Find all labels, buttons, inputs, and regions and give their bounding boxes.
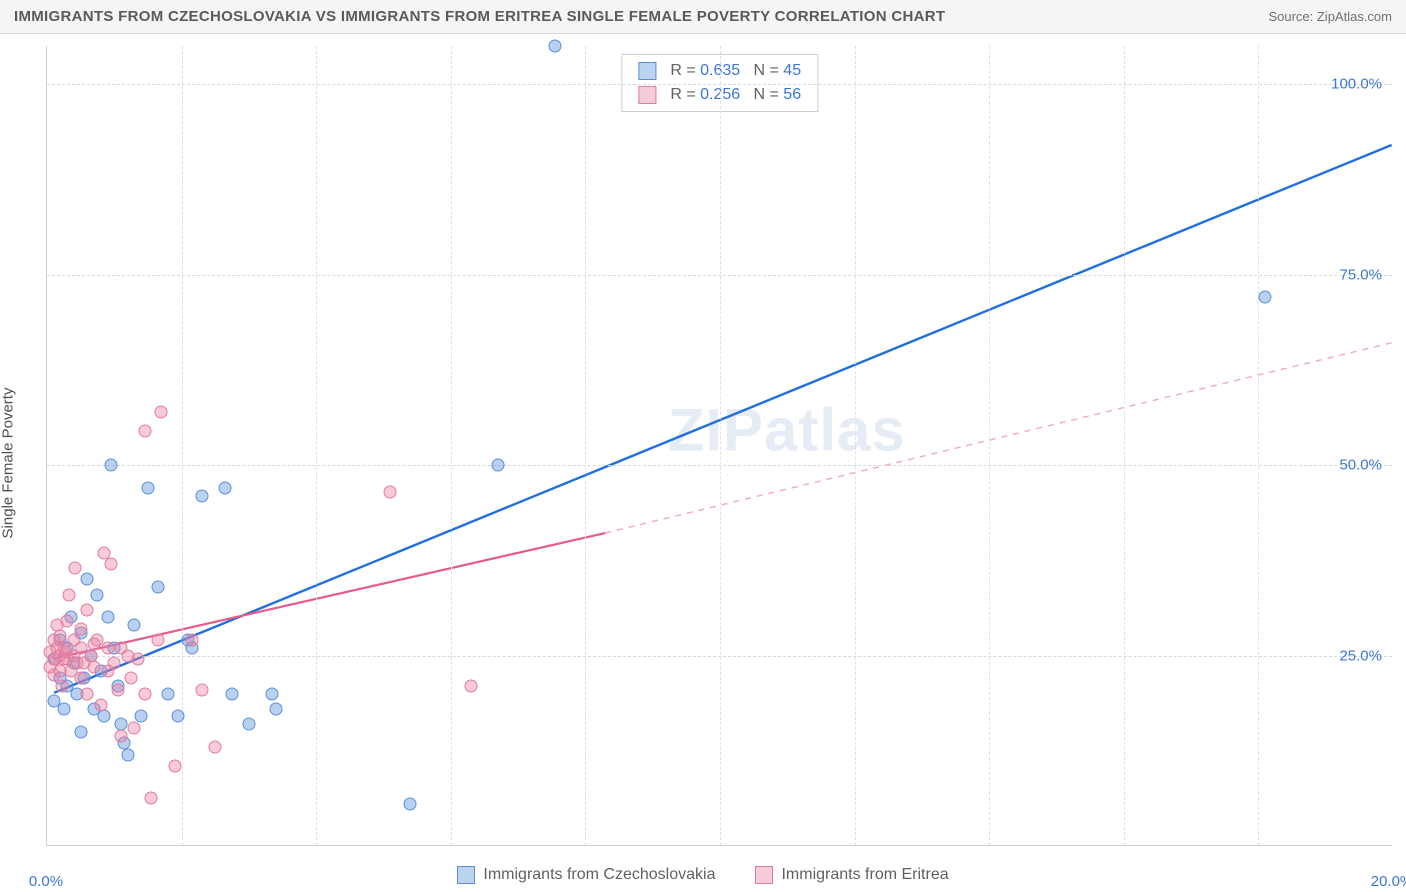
gridline-v xyxy=(585,46,586,845)
data-point xyxy=(98,710,111,723)
data-point xyxy=(74,725,87,738)
data-point xyxy=(138,687,151,700)
data-point xyxy=(168,760,181,773)
data-point xyxy=(131,653,144,666)
data-point xyxy=(94,699,107,712)
data-point xyxy=(269,702,282,715)
stats-text: R = 0.256 N = 56 xyxy=(666,83,801,107)
y-tick-label: 75.0% xyxy=(1339,266,1382,283)
series-swatch-icon xyxy=(638,62,656,80)
chart-area: Single Female Poverty ZIPatlas R = 0.635… xyxy=(0,34,1406,892)
data-point xyxy=(209,740,222,753)
stats-text: R = 0.635 N = 45 xyxy=(666,59,801,83)
header-bar: IMMIGRANTS FROM CZECHOSLOVAKIA VS IMMIGR… xyxy=(0,0,1406,34)
data-point xyxy=(155,405,168,418)
data-point xyxy=(242,718,255,731)
data-point xyxy=(185,634,198,647)
plot-region: ZIPatlas R = 0.635 N = 45 R = 0.256 N = … xyxy=(46,46,1392,846)
data-point xyxy=(61,615,74,628)
gridline-v xyxy=(1258,46,1259,845)
y-tick-label: 100.0% xyxy=(1331,76,1382,93)
data-point xyxy=(226,687,239,700)
watermark: ZIPatlas xyxy=(668,395,906,464)
trend-line xyxy=(54,533,605,659)
data-point xyxy=(111,683,124,696)
source-label: Source: ZipAtlas.com xyxy=(1268,9,1392,24)
y-axis-label: Single Female Poverty xyxy=(0,388,17,539)
data-point xyxy=(101,611,114,624)
data-point xyxy=(81,687,94,700)
data-point xyxy=(549,40,562,53)
x-tick-label: 0.0% xyxy=(29,873,63,890)
legend-item: Immigrants from Czechoslovakia xyxy=(457,866,715,884)
data-point xyxy=(62,588,75,601)
gridline-v xyxy=(316,46,317,845)
data-point xyxy=(128,721,141,734)
data-point xyxy=(121,748,134,761)
legend: Immigrants from Czechoslovakia Immigrants… xyxy=(0,866,1406,884)
data-point xyxy=(491,459,504,472)
data-point xyxy=(88,660,101,673)
gridline-v xyxy=(855,46,856,845)
data-point xyxy=(74,622,87,635)
data-point xyxy=(384,485,397,498)
data-point xyxy=(152,634,165,647)
data-point xyxy=(145,792,158,805)
data-point xyxy=(195,683,208,696)
data-point xyxy=(141,481,154,494)
trend-line xyxy=(54,145,1392,693)
data-point xyxy=(125,672,138,685)
x-tick-label: 20.0% xyxy=(1371,873,1406,890)
gridline-v xyxy=(720,46,721,845)
data-point xyxy=(74,672,87,685)
data-point xyxy=(81,573,94,586)
data-point xyxy=(266,687,279,700)
data-point xyxy=(104,459,117,472)
data-point xyxy=(152,580,165,593)
data-point xyxy=(115,729,128,742)
series-swatch-icon xyxy=(457,866,475,884)
gridline-v xyxy=(182,46,183,845)
y-tick-label: 50.0% xyxy=(1339,457,1382,474)
data-point xyxy=(219,481,232,494)
y-tick-label: 25.0% xyxy=(1339,647,1382,664)
data-point xyxy=(1259,291,1272,304)
data-point xyxy=(55,680,68,693)
data-point xyxy=(128,619,141,632)
data-point xyxy=(464,680,477,693)
data-point xyxy=(172,710,185,723)
chart-title: IMMIGRANTS FROM CZECHOSLOVAKIA VS IMMIGR… xyxy=(14,8,945,25)
data-point xyxy=(104,558,117,571)
series-swatch-icon xyxy=(755,866,773,884)
series-swatch-icon xyxy=(638,86,656,104)
data-point xyxy=(69,561,82,574)
trend-line xyxy=(605,343,1391,533)
data-point xyxy=(101,641,114,654)
data-point xyxy=(138,424,151,437)
legend-item: Immigrants from Eritrea xyxy=(755,866,948,884)
gridline-v xyxy=(1124,46,1125,845)
data-point xyxy=(108,657,121,670)
data-point xyxy=(91,588,104,601)
legend-label: Immigrants from Czechoslovakia xyxy=(483,866,715,884)
data-point xyxy=(162,687,175,700)
legend-label: Immigrants from Eritrea xyxy=(781,866,948,884)
data-point xyxy=(195,489,208,502)
gridline-v xyxy=(989,46,990,845)
gridline-v xyxy=(451,46,452,845)
data-point xyxy=(57,702,70,715)
data-point xyxy=(81,603,94,616)
data-point xyxy=(404,798,417,811)
